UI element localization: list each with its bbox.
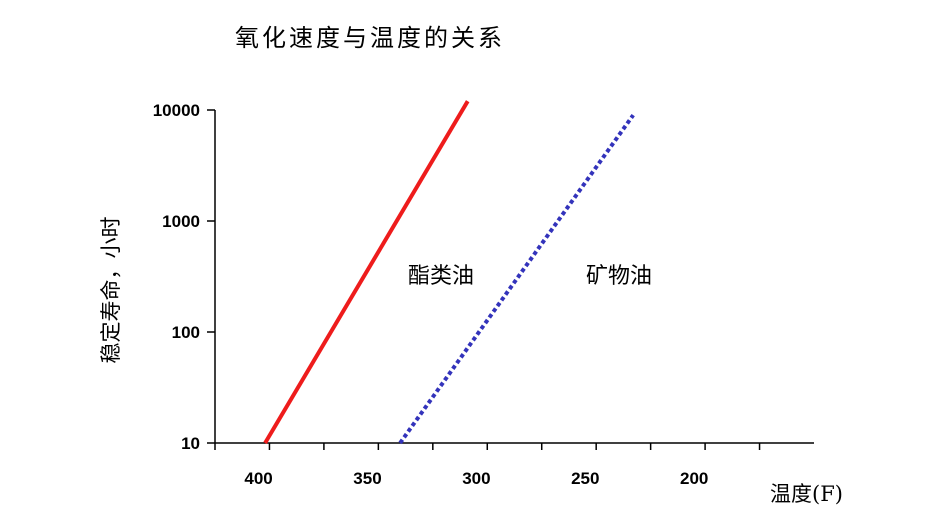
x-tick-label: 250 <box>571 469 599 488</box>
series-label-mineral-oil: 矿物油 <box>586 264 652 289</box>
y-axis-label: 稳定寿命，小时 <box>99 217 123 364</box>
x-tick-label: 300 <box>462 469 490 488</box>
y-tick-label: 100 <box>172 323 200 342</box>
x-tick-label: 200 <box>680 469 708 488</box>
series-lines <box>263 100 635 445</box>
x-tick-label: 350 <box>353 469 381 488</box>
series-label-ester-oil: 酯类油 <box>408 264 474 289</box>
x-axis-label: 温度(F) <box>770 482 843 506</box>
x-tick-label: 400 <box>244 469 272 488</box>
x-ticks: 400 350 300 250 200 <box>214 443 761 488</box>
series-line-ester-oil <box>263 100 470 445</box>
y-ticks: 10 100 1000 10000 <box>153 101 215 453</box>
y-tick-label: 1000 <box>162 212 200 231</box>
y-tick-label: 10 <box>181 434 200 453</box>
chart-title: 氧化速度与温度的关系 <box>235 24 505 52</box>
y-tick-label: 10000 <box>153 101 200 120</box>
axes <box>214 110 814 444</box>
